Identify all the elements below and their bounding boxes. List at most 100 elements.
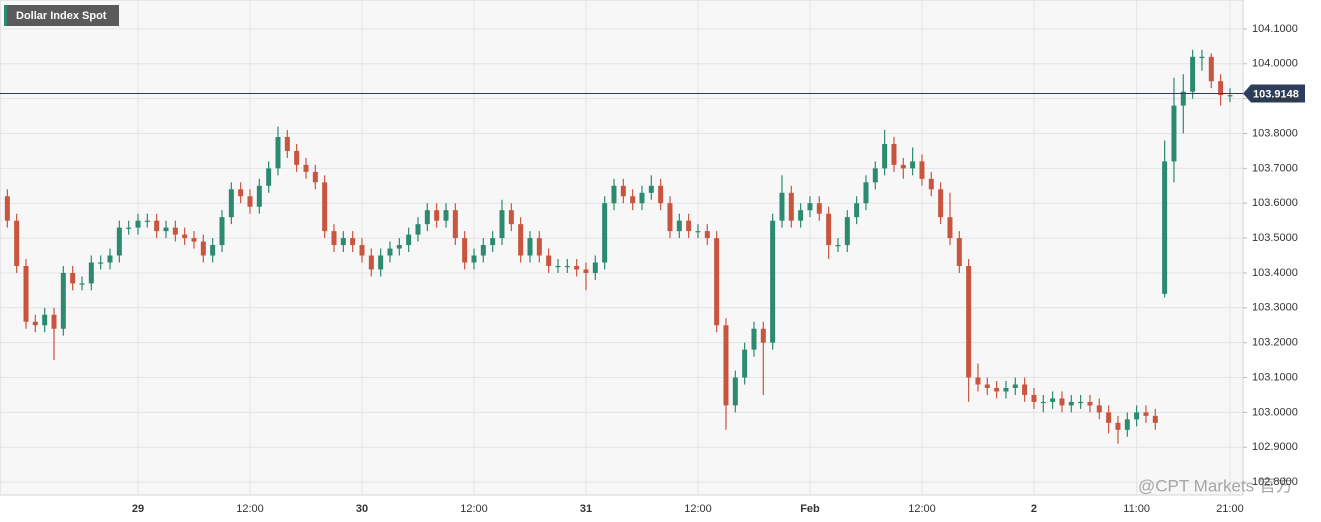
candle-body	[284, 136, 290, 151]
candle-body	[1190, 56, 1196, 92]
candle-body	[256, 185, 262, 207]
candle-body	[1040, 401, 1046, 404]
candle-body	[798, 210, 804, 221]
y-tick-label: 103.0000	[1252, 406, 1298, 418]
candle-body	[490, 238, 496, 246]
candle-body	[331, 231, 337, 246]
candle-body	[620, 185, 626, 197]
candle-body	[900, 164, 906, 169]
candle-body	[200, 241, 206, 256]
candle-body	[938, 189, 944, 218]
candle-body	[555, 265, 561, 268]
candle-body	[1003, 387, 1009, 392]
candle-body	[518, 224, 524, 256]
candle-body	[340, 238, 346, 246]
candle-body	[312, 171, 318, 183]
candle-body	[88, 262, 94, 284]
candle-body	[79, 283, 85, 285]
candle-body	[116, 227, 122, 256]
candle-body	[975, 377, 981, 385]
candle-body	[378, 255, 384, 270]
candle-body	[359, 245, 365, 256]
candle-body	[863, 182, 869, 204]
x-tick-label: 11:00	[1123, 503, 1150, 515]
candle-body	[732, 377, 738, 406]
candle-body	[872, 168, 878, 183]
candle-body	[835, 245, 841, 247]
x-tick-label: 12:00	[236, 503, 264, 515]
candle-body	[658, 185, 664, 204]
candle-body	[583, 269, 589, 273]
candle-body	[144, 220, 150, 222]
candle-body	[592, 262, 598, 273]
candle-body	[42, 314, 48, 326]
x-tick-label: 12:00	[460, 503, 488, 515]
candle-body	[928, 178, 934, 190]
candle-body	[182, 234, 188, 239]
x-tick-label: 29	[132, 503, 144, 515]
candle-body	[4, 196, 10, 221]
candle-body	[919, 161, 925, 179]
candle-body	[714, 238, 720, 326]
candle-body	[639, 192, 645, 204]
candle-body	[434, 210, 440, 221]
candle-body	[891, 143, 897, 165]
y-tick-label: 103.3000	[1252, 302, 1298, 314]
candle-body	[228, 189, 234, 218]
candle-body	[51, 314, 57, 329]
chart-title: Dollar Index Spot	[16, 10, 107, 22]
candle-body	[1134, 412, 1140, 420]
candle-body	[947, 217, 953, 239]
candle-body	[471, 255, 477, 263]
x-tick-label: 30	[356, 503, 368, 515]
candle-body	[368, 255, 374, 270]
candle-body	[387, 248, 393, 256]
candle-body	[788, 192, 794, 221]
candle-body	[1031, 394, 1037, 402]
candle-body	[984, 384, 990, 388]
overlay	[0, 84, 1305, 103]
candle-body	[686, 220, 692, 232]
candle-body	[60, 272, 66, 329]
x-tick-label: Feb	[800, 503, 820, 515]
candle-body	[322, 182, 328, 232]
candle-body	[1227, 95, 1233, 97]
candle-body	[956, 238, 962, 266]
candle-body	[751, 328, 757, 350]
y-tick-label: 103.6000	[1252, 197, 1298, 209]
candle-body	[396, 245, 402, 249]
y-tick-label: 104.0000	[1252, 58, 1298, 70]
candle-body	[1199, 56, 1205, 59]
candle-body	[1012, 384, 1018, 388]
candle-body	[172, 227, 178, 235]
candle-body	[415, 224, 421, 235]
candle-body	[527, 238, 533, 256]
candle-body	[191, 238, 197, 242]
candle-body	[667, 203, 673, 232]
candle-body	[1106, 412, 1112, 423]
candle-body	[816, 203, 822, 214]
title-accent	[4, 5, 7, 26]
candle-body	[107, 255, 113, 263]
candle-body	[1115, 422, 1121, 430]
candle-body	[98, 262, 104, 264]
y-tick-label: 102.9000	[1252, 441, 1298, 453]
candle-body	[648, 185, 654, 193]
y-tick-label: 103.7000	[1252, 162, 1298, 174]
candle-body	[611, 185, 617, 204]
candle-body	[1022, 384, 1028, 395]
candle-body	[294, 150, 300, 165]
candle-body	[266, 168, 272, 186]
candle-body	[1208, 56, 1214, 82]
candles	[4, 49, 1233, 444]
candle-body	[966, 265, 972, 378]
candle-body	[1162, 161, 1168, 294]
candle-body	[574, 265, 580, 270]
candle-body	[14, 220, 20, 266]
candle-body	[1068, 401, 1074, 406]
candle-body	[508, 210, 514, 225]
candle-body	[536, 238, 542, 256]
y-tick-label: 104.1000	[1252, 23, 1298, 35]
candle-body	[406, 234, 412, 246]
